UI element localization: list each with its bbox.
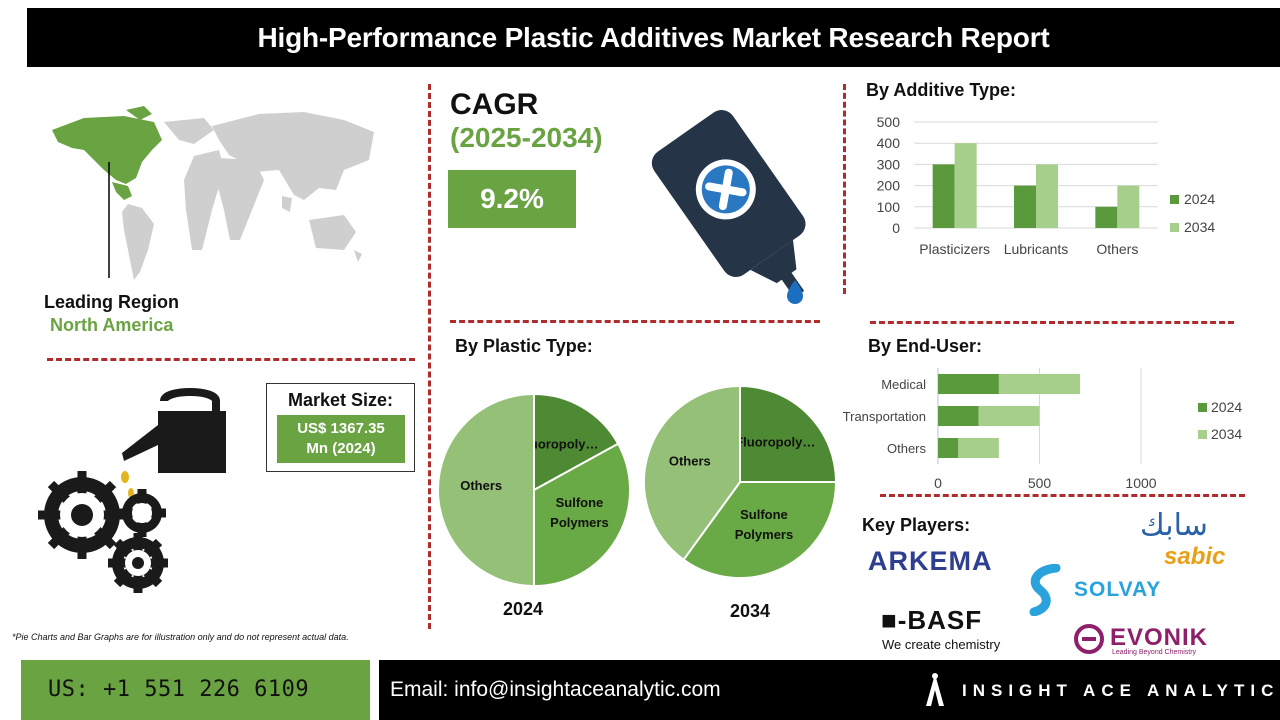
cagr-title: CAGR <box>450 88 539 121</box>
market-size-value-line2: Mn (2024) <box>306 440 376 457</box>
bar-transportation-2034 <box>978 406 1040 426</box>
legend-swatch-2024 <box>1170 195 1179 204</box>
pie-label-2: Sulfone Polymers <box>550 495 609 530</box>
evonik-logo-icon <box>1074 624 1104 654</box>
x-tick-label: 0 <box>934 475 942 491</box>
basf-tagline: We create chemistry <box>882 637 1001 652</box>
divider <box>870 321 1234 324</box>
end-user-bar-chart: 0 500 1000 Medical Transportation Others 2024 2… <box>843 368 1242 491</box>
y-tick-label: Others <box>887 441 927 456</box>
y-tick-label: 100 <box>877 199 901 215</box>
y-tick-label: 400 <box>877 135 901 151</box>
evonik-logo: EVONIK <box>1110 624 1209 651</box>
world-map-icon <box>52 106 374 280</box>
sabic-arabic-logo: سابك <box>1140 508 1208 543</box>
bar-medical-2024 <box>938 374 999 394</box>
y-tick-label: 200 <box>877 178 901 194</box>
x-tick-label: 1000 <box>1125 475 1156 491</box>
pie-slice-3 <box>437 392 535 588</box>
brand-logo-icon <box>926 673 944 706</box>
phone-contact[interactable]: US: +1 551 226 6109 <box>21 660 370 720</box>
leading-region-value: North America <box>50 315 174 335</box>
bar-others-2034 <box>1117 185 1140 228</box>
pie-label-3: Others <box>460 478 502 493</box>
legend-label-2024: 2024 <box>1211 399 1242 415</box>
pie-label-1: Fluoropoly… <box>518 437 598 452</box>
plastic-type-title: By Plastic Type: <box>455 336 593 356</box>
bar-plasticizers-2034 <box>954 143 977 228</box>
end-user-title: By End-User: <box>868 336 983 356</box>
solvay-logo-icon <box>1029 564 1061 616</box>
pie-slice-3 <box>643 384 741 562</box>
oil-can-gears-icon <box>38 388 226 593</box>
legend-swatch-2024 <box>1198 403 1207 412</box>
pie-chart-2024: Fluoropoly… Sulfone Polymers Others <box>437 392 631 588</box>
legend-label-2034: 2034 <box>1184 219 1215 235</box>
cagr-years: (2025-2034) <box>450 122 603 153</box>
bar-plasticizers-2024 <box>932 164 955 228</box>
x-tick-label: Lubricants <box>1004 241 1069 257</box>
arkema-logo: ARKEMA <box>868 546 993 576</box>
sabic-logo: sabic <box>1164 543 1226 570</box>
divider <box>880 494 1245 497</box>
market-size-value: US$ 1367.35 Mn (2024) <box>277 415 405 463</box>
x-tick-label: Plasticizers <box>919 241 990 257</box>
pie-year-label-2024: 2024 <box>503 599 544 619</box>
bar-others-2024 <box>1095 206 1118 228</box>
legend-label-2034: 2034 <box>1211 426 1242 442</box>
cagr-value: 9.2% <box>448 170 576 228</box>
additive-bar-chart: 0 100 200 300 400 500 Plasticizers Lubricants Ot… <box>877 114 1216 257</box>
pie-slice-2 <box>533 442 631 588</box>
y-tick-label: Transportation <box>843 409 926 424</box>
divider <box>47 358 415 361</box>
x-tick-label: 500 <box>1028 475 1052 491</box>
pie-year-label-2034: 2034 <box>730 601 771 621</box>
bar-others-2024 <box>938 438 959 458</box>
pie-slice-2 <box>682 481 838 579</box>
pie-label-2: Sulfone Polymers <box>735 507 794 542</box>
bar-lubricants-2034 <box>1036 164 1058 228</box>
legend-label-2024: 2024 <box>1184 191 1215 207</box>
pie-chart-2034: Fluoropoly… Sulfone Polymers Others <box>643 384 838 579</box>
additive-type-title: By Additive Type: <box>866 80 1017 100</box>
pie-label-3: Others <box>669 454 711 469</box>
bar-lubricants-2024 <box>1014 185 1036 228</box>
bar-others-2034 <box>958 438 999 458</box>
basf-logo: ■-BASF <box>881 605 983 635</box>
market-size-title: Market Size: <box>287 390 394 410</box>
adhesive-bottle-icon <box>651 110 806 304</box>
legend-swatch-2034 <box>1170 223 1179 232</box>
footer-bar: Email: info@insightaceanalytic.com INSIG… <box>379 660 1280 720</box>
x-tick-label: Others <box>1096 241 1138 257</box>
pie-slice-1 <box>739 384 838 483</box>
email-contact[interactable]: Email: info@insightaceanalytic.com <box>390 678 721 701</box>
y-tick-label: 0 <box>892 220 900 236</box>
disclaimer-note: *Pie Charts and Bar Graphs are for illus… <box>12 632 349 642</box>
page-title: High-Performance Plastic Additives Marke… <box>27 8 1280 67</box>
market-size-card: Market Size: US$ 1367.35 Mn (2024) <box>266 383 415 472</box>
pie-label-1: Fluoropoly… <box>735 435 815 450</box>
solvay-logo: SOLVAY <box>1074 578 1162 601</box>
y-tick-label: Medical <box>881 377 926 392</box>
divider <box>428 84 431 629</box>
key-players-title: Key Players: <box>862 515 971 535</box>
brand-name: INSIGHT ACE ANALYTIC <box>962 681 1280 700</box>
pie-slice-1 <box>533 392 620 492</box>
y-tick-label: 300 <box>877 156 901 172</box>
leading-region-label: Leading Region <box>44 292 179 312</box>
bar-medical-2034 <box>998 374 1081 394</box>
market-size-value-line1: US$ 1367.35 <box>297 420 385 437</box>
legend-swatch-2034 <box>1198 430 1207 439</box>
y-tick-label: 500 <box>877 114 901 130</box>
divider <box>450 320 820 323</box>
divider <box>843 84 846 294</box>
evonik-tagline: Leading Beyond Chemistry <box>1112 649 1197 656</box>
bar-transportation-2024 <box>938 406 979 426</box>
